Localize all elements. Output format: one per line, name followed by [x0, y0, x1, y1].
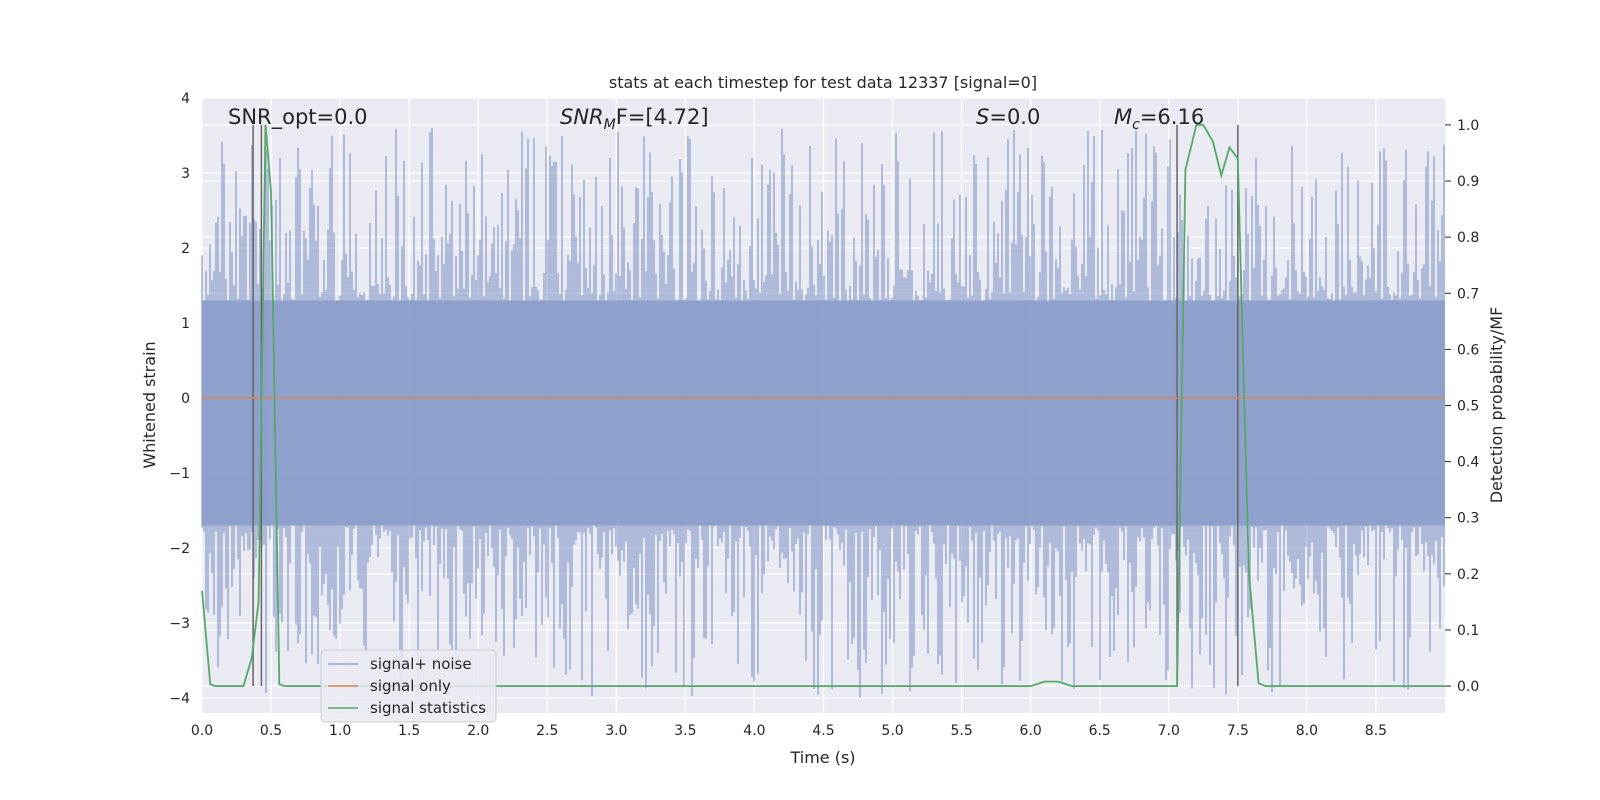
x-tick-label: 8.5 [1365, 723, 1387, 739]
legend-label-statistics: signal statistics [370, 699, 486, 717]
y-tick-label: −2 [169, 541, 190, 557]
x-tick-label: 5.0 [881, 723, 903, 739]
x-tick-label: 6.0 [1020, 723, 1042, 739]
x-tick-label: 3.0 [605, 723, 627, 739]
y2-tick-label: 0.6 [1457, 342, 1479, 358]
y-axis-label: Whitened strain [140, 341, 159, 468]
x-tick-label: 7.0 [1158, 723, 1180, 739]
legend-label-signal-only: signal only [370, 677, 451, 695]
y2-tick-label: 0.1 [1457, 623, 1479, 639]
y2-tick-label: 0.3 [1457, 511, 1479, 527]
y-tick-label: 1 [181, 316, 190, 332]
annotation-s: S=0.0 [976, 105, 1040, 129]
y2-tick-label: 0.9 [1457, 174, 1479, 190]
x-tick-label: 0.0 [191, 723, 213, 739]
x-tick-label: 2.5 [536, 723, 558, 739]
x-tick-label: 4.5 [812, 723, 834, 739]
legend-box [320, 649, 497, 723]
x-tick-label: 3.5 [674, 723, 696, 739]
noise-spikes [201, 128, 1445, 698]
x-axis-ticks: 0.0 0.5 1.0 1.5 2.0 2.5 3.0 3.5 4.0 4.5 5.0 5.5 6.0 6… [191, 723, 1387, 739]
chart-title: stats at each timestep for test data 123… [609, 73, 1037, 92]
signal-statistics-series [201, 124, 1445, 687]
annotation-mc: Mc=6.16 [1114, 105, 1204, 133]
y-tick-label: 2 [181, 241, 190, 257]
annotation-snr-opt: SNR_opt=0.0 [228, 105, 368, 130]
y2-tick-label: 0.2 [1457, 567, 1479, 583]
y-axis-ticks: 4 3 2 1 0 −1 −2 −3 −4 [169, 91, 190, 707]
y2-tick-label: 0.4 [1457, 455, 1479, 471]
x-tick-label: 1.0 [329, 723, 351, 739]
y-tick-label: 0 [181, 391, 190, 407]
x-tick-label: 8.0 [1296, 723, 1318, 739]
y2-tick-label: 1.0 [1457, 118, 1479, 134]
y2-tick-label: 0.5 [1457, 399, 1479, 415]
y-tick-label: −3 [169, 616, 190, 632]
x-tick-label: 0.5 [260, 723, 282, 739]
x-tick-label: 1.5 [398, 723, 420, 739]
legend-label-noise: signal+ noise [370, 655, 472, 673]
y2-tick-label: 0.8 [1457, 230, 1479, 246]
x-tick-label: 4.0 [743, 723, 765, 739]
y2-tick-label: 0.7 [1457, 286, 1479, 302]
y2-axis-label: Detection probability/MF [1487, 307, 1506, 504]
y-tick-label: 3 [181, 166, 190, 182]
x-tick-label: 6.5 [1089, 723, 1111, 739]
annotation-snr-mf: SNRMF=[4.72] [560, 105, 709, 133]
x-tick-label: 2.0 [467, 723, 489, 739]
y2-axis-ticks: 1.0 0.9 0.8 0.7 0.6 0.5 0.4 0.3 0.2 0.1 0.0 [1445, 118, 1479, 695]
x-tick-label: 5.5 [950, 723, 972, 739]
signal-statistics-line [201, 124, 1445, 687]
legend: signal+ noise signal only signal statist… [320, 649, 497, 723]
y-tick-label: 4 [181, 91, 190, 107]
y-tick-label: −1 [169, 466, 190, 482]
y2-tick-label: 0.0 [1457, 679, 1479, 695]
y-tick-label: −4 [169, 691, 190, 707]
x-tick-label: 7.5 [1227, 723, 1249, 739]
x-axis-label: Time (s) [789, 748, 855, 767]
